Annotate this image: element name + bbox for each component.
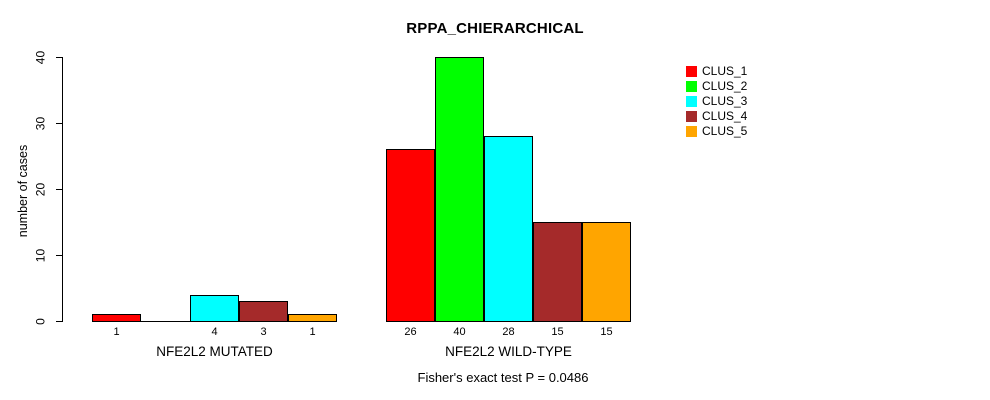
- x-axis-group-label: NFE2L2 WILD-TYPE: [445, 344, 572, 359]
- y-tick: [56, 57, 63, 58]
- y-tick-label: 40: [33, 50, 48, 65]
- bar-clus_2-group2: [435, 57, 484, 322]
- bar-value-label: 3: [260, 326, 267, 338]
- y-tick-label: 20: [33, 182, 48, 197]
- bar-value-label: 15: [600, 326, 613, 338]
- bar-value-label: 1: [113, 326, 120, 338]
- legend-row: CLUS_4: [686, 109, 747, 124]
- bar-value-label: 4: [211, 326, 218, 338]
- bar-clus_5-group2: [582, 222, 631, 322]
- legend-swatch-icon: [686, 96, 697, 107]
- bar-clus_3-group2: [484, 136, 533, 322]
- legend-label: CLUS_5: [702, 124, 748, 138]
- legend-swatch-icon: [686, 81, 697, 92]
- y-tick: [56, 255, 63, 256]
- bar-clus_4-group1: [239, 301, 288, 322]
- legend-swatch-icon: [686, 126, 697, 137]
- stat-note: Fisher's exact test P = 0.0486: [417, 370, 589, 385]
- y-axis-title: number of cases: [16, 144, 30, 238]
- y-tick: [56, 321, 63, 322]
- legend-row: CLUS_1: [686, 64, 747, 79]
- y-tick-label: 30: [33, 116, 48, 131]
- legend-swatch-icon: [686, 111, 697, 122]
- y-tick: [56, 123, 63, 124]
- y-tick-label: 0: [33, 318, 48, 325]
- legend: CLUS_1 CLUS_2 CLUS_3 CLUS_4 CLUS_5: [686, 64, 747, 139]
- legend-label: CLUS_2: [702, 79, 748, 93]
- x-axis-group-label: NFE2L2 MUTATED: [156, 344, 273, 359]
- y-tick: [56, 189, 63, 190]
- bar-value-label: 28: [502, 326, 515, 338]
- y-tick-label: 10: [33, 248, 48, 263]
- bar-value-label: 26: [404, 326, 417, 338]
- bar-value-label: 15: [551, 326, 564, 338]
- bar-clus_1-group1: [92, 314, 141, 322]
- legend-row: CLUS_2: [686, 79, 747, 94]
- bar-value-label: 1: [309, 326, 316, 338]
- legend-row: CLUS_3: [686, 94, 747, 109]
- legend-row: CLUS_5: [686, 124, 747, 139]
- bar-clus_5-group1: [288, 314, 337, 322]
- bar-clus_3-group1: [190, 295, 239, 322]
- bar-clus_4-group2: [533, 222, 582, 322]
- legend-label: CLUS_4: [702, 109, 748, 123]
- bar-value-label: 40: [453, 326, 466, 338]
- legend-label: CLUS_3: [702, 94, 748, 108]
- legend-label: CLUS_1: [702, 64, 748, 78]
- legend-swatch-icon: [686, 66, 697, 77]
- chart-title: RPPA_CHIERARCHICAL: [406, 20, 584, 37]
- bar-clus_1-group2: [386, 149, 435, 322]
